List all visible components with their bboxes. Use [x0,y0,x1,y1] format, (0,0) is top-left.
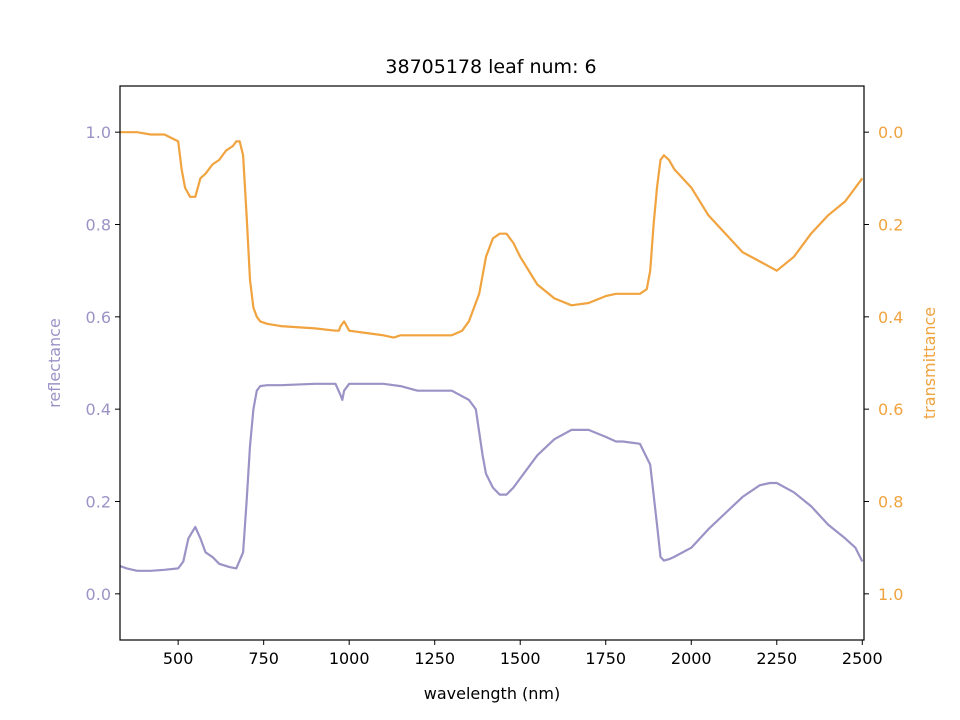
x-axis: 500 750 1000 1250 1500 1750 2000 2250 2500 [163,640,883,668]
chart-title: 38705178 leaf num: 6 [385,56,596,78]
plot-lines [119,131,864,572]
right-y-tick-label: 1.0 [878,585,903,604]
left-y-tick-label: 1.0 [86,123,111,142]
left-y-axis: 0.0 0.2 0.4 0.6 0.8 1.0 [86,123,120,604]
reflectance-series-line [119,382,864,572]
left-y-tick-label: 0.6 [86,308,111,327]
x-tick-label: 2500 [842,649,883,668]
left-y-tick-label: 0.8 [86,216,111,235]
transmittance-series-line [120,131,864,339]
right-y-tick-label: 0.2 [878,216,903,235]
x-axis-label: wavelength (nm) [424,684,561,703]
plot-frame [119,85,865,641]
right-y-tick-label: 0.8 [878,493,903,512]
x-tick-label: 2000 [671,649,712,668]
x-tick-label: 1500 [500,649,541,668]
right-y-axis: 0.0 0.2 0.4 0.6 0.8 1.0 [864,123,903,604]
left-y-axis-label: reflectance [45,318,64,408]
right-y-tick-label: 0.4 [878,308,903,327]
x-tick-label: 2250 [756,649,797,668]
right-y-tick-label: 0.0 [878,123,903,142]
right-y-axis-label: transmittance [920,307,939,419]
left-y-tick-label: 0.2 [86,493,111,512]
right-y-tick-label: 0.6 [878,400,903,419]
x-tick-label: 500 [163,649,194,668]
x-tick-label: 1000 [329,649,370,668]
x-tick-label: 1750 [585,649,626,668]
x-tick-label: 1250 [414,649,455,668]
left-y-tick-label: 0.0 [86,585,111,604]
left-y-tick-label: 0.4 [86,400,111,419]
x-tick-label: 750 [248,649,279,668]
